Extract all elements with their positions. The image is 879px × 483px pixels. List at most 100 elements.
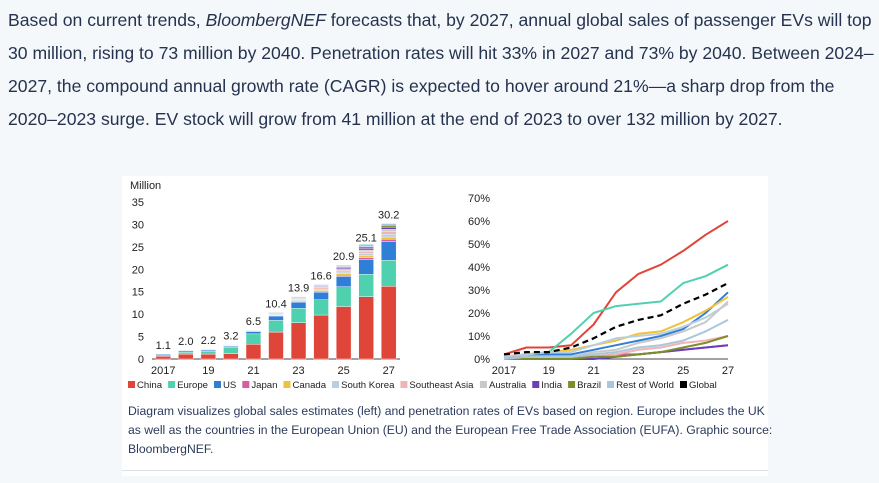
- charts-figure: Million 0 5 10 15 20 25 30 35 1.1 2017 2.0 2.2 19 3.2 6…: [128, 180, 734, 391]
- bar-segment: [313, 284, 329, 286]
- y-tick-label: 30: [132, 219, 144, 231]
- bar-segment: [313, 314, 329, 360]
- bar-segment: [335, 276, 352, 287]
- bar-segment: [358, 248, 374, 251]
- bar-segment: [358, 274, 374, 297]
- bar-segment: [381, 226, 397, 230]
- bar-segment: [381, 260, 397, 287]
- legend-swatch: [168, 381, 176, 388]
- bar-segment: [358, 249, 374, 252]
- divider: [122, 470, 768, 471]
- legend-swatch: [607, 381, 615, 388]
- y-tick-label: 50%: [468, 239, 490, 251]
- bar-segment: [290, 301, 307, 309]
- bar-segment: [290, 296, 307, 298]
- bar-total-label: 25.1: [355, 232, 376, 244]
- bar-total-label: 2.2: [201, 335, 216, 347]
- series-line: [503, 220, 729, 356]
- figure-caption: Diagram visualizes global sales estimate…: [128, 404, 773, 456]
- bar-total-label: 2.0: [178, 336, 193, 348]
- bar-total-label: 16.6: [310, 271, 331, 283]
- bar-segment: [268, 315, 284, 321]
- series-line: [504, 335, 729, 360]
- bar-segment: [335, 271, 352, 274]
- x-tick-label: 19: [543, 365, 555, 377]
- legend-swatch: [680, 381, 688, 388]
- y-tick-label: 15: [132, 287, 144, 299]
- bar-segment: [178, 352, 194, 355]
- bar-segment: [178, 349, 194, 351]
- bar-segment: [223, 353, 239, 360]
- x-tick-label: 21: [587, 365, 599, 377]
- bar-total-label: 20.9: [333, 251, 354, 263]
- bar-segment: [290, 308, 307, 323]
- bar-segment: [335, 265, 352, 267]
- legend-swatch: [332, 381, 340, 388]
- bar-total-label: 3.2: [223, 331, 238, 343]
- bar-segment: [245, 333, 262, 345]
- bar-segment: [358, 259, 374, 275]
- y-tick-label: 10: [132, 309, 144, 321]
- y-tick-label: 40%: [468, 262, 490, 274]
- bar-segment: [200, 353, 217, 360]
- bar-segment: [381, 229, 397, 232]
- bar-segment: [381, 239, 397, 242]
- bar-segment: [268, 312, 284, 314]
- bar-segment: [358, 296, 374, 360]
- legend-swatch: [568, 381, 576, 388]
- legend-label: South Korea: [341, 380, 395, 391]
- y-tick-label: 20%: [468, 308, 490, 320]
- legend-label: Europe: [177, 380, 208, 391]
- legend-swatch: [479, 381, 487, 388]
- bar-segment: [335, 274, 352, 277]
- bar-segment: [313, 291, 329, 300]
- bar-segment: [223, 344, 239, 346]
- figure: Million 0 5 10 15 20 25 30 35 1.1 2017 2.0 2.2 19 3.2 6…: [122, 176, 768, 476]
- intro-text-start: Based on current trends,: [8, 10, 206, 30]
- y-tick-label: 5: [138, 332, 144, 344]
- legend-label: Rest of World: [616, 380, 674, 391]
- bar-segment: [358, 255, 374, 258]
- legend-label: Canada: [292, 380, 326, 391]
- bar-segment: [381, 230, 397, 235]
- bar-segment: [335, 267, 352, 270]
- x-tick-label: 27: [722, 365, 734, 377]
- bar-segment: [313, 287, 329, 290]
- bar-segment: [358, 253, 374, 257]
- intro-brand: BloombergNEF: [205, 10, 326, 30]
- bar-total-label: 6.5: [246, 316, 261, 328]
- legend-label: US: [223, 380, 236, 391]
- y-tick-label: 20: [132, 264, 144, 276]
- bar-total-label: 30.2: [378, 210, 399, 222]
- series-line: [503, 300, 729, 360]
- bar-segment: [245, 343, 262, 360]
- bar-segment: [335, 268, 352, 271]
- bar-total-label: 1.1: [156, 340, 171, 352]
- y-tick-label: 0: [138, 354, 144, 366]
- bar-segment: [155, 356, 171, 360]
- bar-segment: [358, 243, 374, 248]
- x-tick-label: 27: [383, 365, 395, 377]
- bar-segment: [290, 322, 307, 360]
- bar-segment: [223, 347, 239, 354]
- y-tick-label: 30%: [468, 285, 490, 297]
- series-line: [503, 319, 729, 360]
- bar-segment: [381, 236, 397, 240]
- bar-segment: [268, 320, 284, 333]
- bar-segment: [268, 331, 284, 360]
- y-axis-label: Million: [130, 180, 161, 192]
- bar-segment: [381, 234, 397, 238]
- x-tick-label: 2017: [492, 365, 516, 377]
- bar-segment: [358, 257, 374, 260]
- legend-swatch: [214, 381, 222, 388]
- x-tick-label: 25: [677, 365, 689, 377]
- legend-label: Global: [689, 380, 717, 391]
- bar-segment: [155, 354, 171, 357]
- bar-segment: [381, 286, 397, 360]
- series-line: [503, 302, 729, 358]
- x-tick-label: 2017: [151, 365, 175, 377]
- bar-segment: [381, 241, 397, 261]
- bar-segment: [245, 329, 262, 331]
- x-tick-label: 21: [247, 365, 259, 377]
- x-tick-label: 23: [292, 365, 304, 377]
